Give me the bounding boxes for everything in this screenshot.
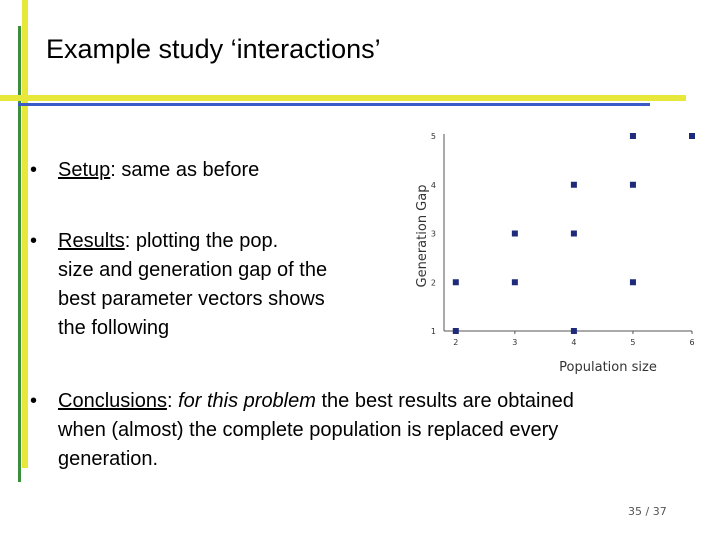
scatter-point [570,328,577,334]
conclusions-line: when (almost) the complete population is… [58,419,559,441]
setup-text: : same as before [110,159,260,181]
conclusions-line: generation. [58,448,159,470]
scatter-plot-svg: Population size Generation Gap 2 3 4 5 6 1 2 3 4… [415,132,695,375]
results-term: Results [58,230,125,252]
x-tick-label: 4 [571,338,576,347]
page-number: 35 / 37 [628,505,667,518]
y-tick-label: 3 [431,230,436,239]
scatter-plot: Population size Generation Gap 2 3 4 5 6 1 2 3 4… [408,126,708,380]
bullet-dot: • [30,159,38,181]
x-tick-label: 3 [512,338,517,347]
decor-blue-horizontal-bar [18,103,650,106]
scatter-point [570,230,577,237]
bullet-setup: • Setup: same as before [30,156,370,186]
scatter-point [629,181,636,188]
scatter-point [629,279,636,286]
scatter-point [570,181,577,188]
results-line: best parameter vectors shows [58,288,325,310]
bullet-results: • Results: plotting the pop. size and ge… [30,227,390,347]
scatter-point [511,230,518,237]
slide-title: Example study ‘interactions’ [46,34,381,64]
results-line: the following [58,317,170,339]
y-tick-label: 5 [431,132,436,141]
bullet-dot: • [30,390,38,412]
data-points [452,133,695,334]
x-tick-label: 5 [630,338,635,347]
results-line: : plotting the pop. [124,230,279,252]
bullet-dot: • [30,230,38,252]
conclusions-italic: for this problem [178,390,316,412]
scatter-point [452,328,459,334]
decor-yellow-horizontal-bar [0,95,686,101]
y-axis-label: Generation Gap [415,185,430,288]
scatter-point [452,279,459,286]
x-tick-label: 2 [453,338,458,347]
y-tick-label: 4 [431,181,436,190]
conclusions-term: Conclusions [58,390,167,412]
conclusions-line: the best results are obtained [315,390,574,412]
tick-labels: 2 3 4 5 6 1 2 3 4 5 [431,132,695,347]
setup-term: Setup [58,159,111,181]
results-line: size and generation gap of the [58,259,328,281]
y-tick-label: 1 [431,327,436,336]
decor-yellow-vertical-bar [22,0,28,468]
y-tick-label: 2 [431,278,436,287]
scatter-point [629,133,636,139]
bullet-conclusions: • Conclusions: for this problem the best… [30,387,700,477]
x-axis-label: Population size [559,360,657,375]
decor-green-vertical-bar [18,26,21,482]
scatter-point [511,279,518,286]
scatter-point [689,133,695,139]
x-tick-label: 6 [689,338,694,347]
